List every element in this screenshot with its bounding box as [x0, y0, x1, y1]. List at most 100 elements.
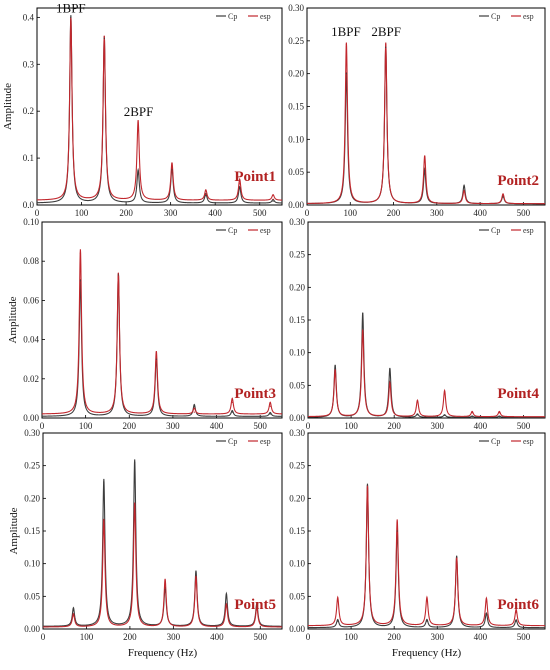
peak-point-esp	[502, 194, 504, 196]
peak-point-esp	[471, 412, 473, 414]
peak-point-esp	[79, 252, 81, 254]
peak-point-esp	[366, 487, 369, 490]
legend-label-cp: Cp	[491, 437, 500, 446]
legend-label-cp: Cp	[228, 226, 237, 235]
peak-point-esp	[70, 21, 72, 23]
x-tick-label: 100	[344, 208, 358, 218]
x-tick-label: 400	[210, 421, 224, 431]
x-tick-label: 300	[431, 421, 445, 431]
peak-point-esp	[256, 608, 258, 611]
peak-point-cp	[502, 196, 504, 198]
y-tick-label: 0.15	[24, 526, 40, 536]
peak-point-cp	[362, 312, 364, 315]
point-label: Point1	[234, 169, 276, 185]
x-tick-label: 500	[517, 632, 531, 642]
x-tick-label: 500	[253, 421, 267, 431]
y-tick-label: 0.00	[289, 413, 305, 423]
chart-panel-6: 0 100 200 300 400 500 0.00 0.05 0.10 0.15 0.20 0.25…	[289, 428, 546, 659]
series-line-esp	[308, 329, 545, 418]
peak-point-cp	[231, 411, 233, 413]
bpf-annotation: 1BPF	[56, 1, 86, 16]
peak-point-esp	[171, 166, 173, 169]
point-label: Point5	[234, 597, 276, 613]
peak-point-cp	[485, 614, 487, 616]
x-tick-label: 400	[210, 632, 224, 642]
x-tick-label: 100	[344, 421, 358, 431]
peak-point-esp	[362, 330, 364, 332]
peak-point-esp	[515, 612, 517, 614]
peak-point-cp	[416, 414, 419, 416]
peak-point-esp	[416, 401, 419, 403]
x-tick-label: 0	[305, 208, 310, 218]
y-tick-label: 0.00	[289, 624, 305, 634]
peak-point-cp	[498, 416, 500, 418]
y-tick-label: 0.10	[289, 348, 305, 358]
series-line-esp	[42, 249, 282, 415]
y-tick-label: 0.06	[23, 295, 39, 305]
y-tick-label: 0.30	[288, 3, 304, 13]
peak-point-esp	[424, 156, 426, 158]
peak-point-esp	[134, 504, 136, 506]
peak-point-esp	[117, 276, 119, 278]
chart-panel-4: 0 100 200 300 400 500 0.00 0.05 0.10 0.15 0.20 0.25…	[289, 217, 546, 431]
y-tick-label: 0.00	[288, 200, 304, 210]
x-tick-label: 100	[75, 208, 89, 218]
x-tick-label: 500	[517, 208, 531, 218]
y-tick-label: 0.10	[288, 134, 304, 144]
peak-point-cp	[103, 37, 105, 40]
x-tick-label: 400	[474, 632, 488, 642]
point-label: Point6	[497, 597, 539, 613]
peak-point-esp	[103, 40, 105, 42]
peak-point-cp	[137, 171, 139, 173]
y-tick-label: 0.20	[24, 493, 40, 503]
chart-panel-3: 0 100 200 300 400 500 0.00 0.02 0.04 0.06 0.08 0.10…	[7, 217, 283, 431]
peak-point-cp	[426, 620, 428, 622]
y-tick-label: 0.04	[23, 335, 39, 345]
x-tick-label: 100	[344, 632, 358, 642]
x-tick-label: 200	[123, 421, 137, 431]
y-tick-label: 0.10	[23, 217, 39, 227]
peak-point-esp	[72, 615, 75, 617]
peak-point-esp	[443, 391, 446, 393]
x-tick-label: 400	[474, 421, 488, 431]
peak-point-cp	[345, 73, 347, 75]
peak-point-esp	[345, 43, 347, 45]
x-tick-label: 0	[306, 421, 311, 431]
peak-point-cp	[463, 186, 465, 188]
peak-point-esp	[193, 411, 195, 413]
peak-point-esp	[231, 401, 233, 403]
peak-point-esp	[385, 43, 387, 45]
series-line-esp	[37, 17, 282, 201]
peak-point-cp	[256, 605, 258, 607]
y-tick-label: 0.20	[289, 282, 305, 292]
x-tick-label: 200	[387, 421, 401, 431]
point-label: Point2	[497, 173, 539, 189]
y-tick-label: 0.05	[288, 167, 304, 177]
peak-point-cp	[193, 405, 195, 407]
y-tick-label: 0.25	[289, 461, 305, 471]
series-line-cp	[37, 15, 282, 204]
peak-point-esp	[205, 194, 207, 196]
peak-point-esp	[103, 520, 105, 522]
peak-point-cp	[239, 187, 241, 190]
bpf-annotation: 1BPF	[331, 24, 361, 39]
plot-frame	[41, 221, 283, 419]
peak-point-cp	[424, 170, 426, 172]
y-tick-label: 0.3	[23, 59, 35, 69]
peak-point-esp	[164, 580, 166, 582]
peak-point-cp	[385, 46, 387, 49]
x-tick-label: 300	[167, 632, 181, 642]
x-tick-label: 100	[79, 421, 93, 431]
peak-point-cp	[396, 530, 398, 532]
y-tick-label: 0.30	[289, 217, 305, 227]
y-tick-label: 0.30	[289, 428, 305, 438]
peak-point-esp	[389, 383, 391, 385]
peak-point-esp	[334, 370, 336, 372]
y-tick-label: 0.25	[289, 250, 305, 260]
peak-point-cp	[334, 365, 336, 367]
point-label: Point4	[497, 386, 539, 402]
y-tick-label: 0.08	[23, 256, 39, 266]
peak-point-cp	[205, 195, 207, 197]
x-axis-title: Frequency (Hz)	[128, 647, 198, 659]
